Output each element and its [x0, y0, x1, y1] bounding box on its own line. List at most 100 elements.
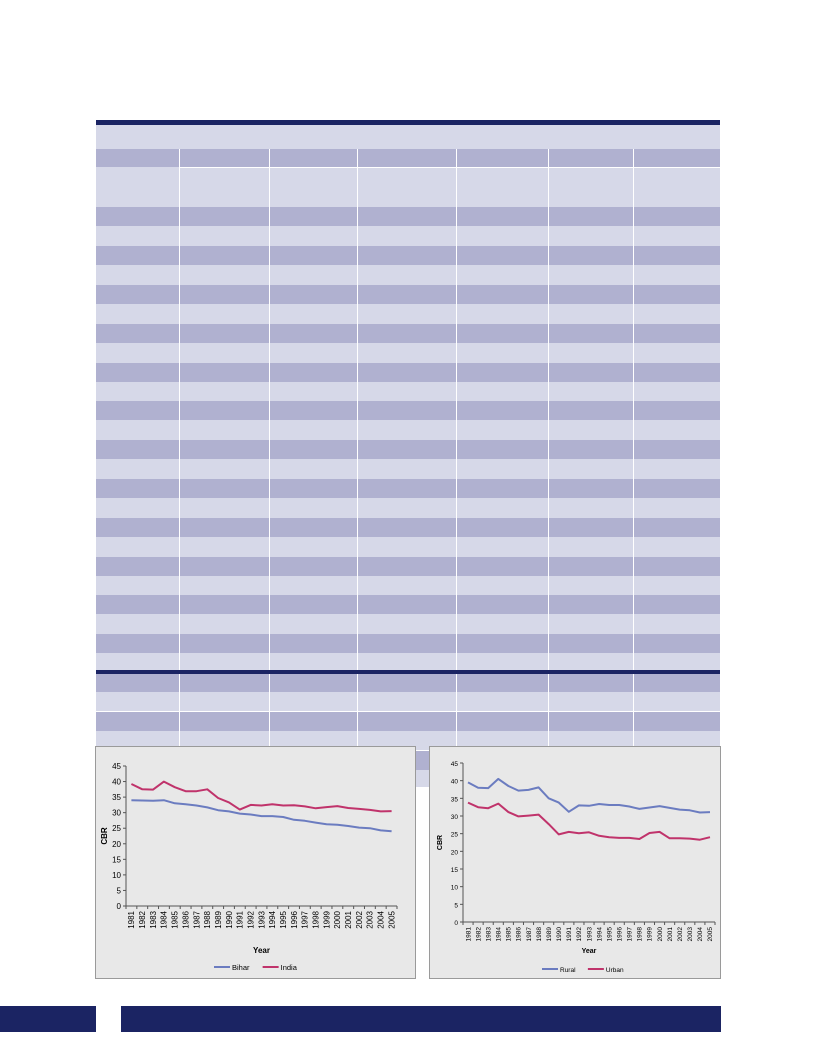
y-tick-label: 35	[451, 796, 459, 803]
table-header-sub-row	[96, 168, 720, 188]
y-tick-label: 25	[112, 824, 121, 833]
x-axis-title: Year	[253, 946, 270, 955]
table-row	[96, 653, 720, 673]
table-row	[96, 207, 720, 227]
x-tick-label: 1991	[236, 910, 245, 928]
table-row	[96, 420, 720, 440]
x-tick-label: 1994	[596, 927, 603, 942]
x-tick-label: 2004	[377, 910, 386, 928]
x-tick-label: 1995	[606, 927, 613, 942]
table-row	[96, 304, 720, 324]
chart-rural-urban: 0 5 10 15 20 25 30 35 40 45 1981 1982 1983 1984 1985 19…	[429, 746, 721, 979]
x-tick-label: 1987	[192, 910, 201, 928]
x-tick-label: 2003	[366, 910, 375, 928]
legend-label-rural: Rural	[560, 967, 576, 974]
y-tick-label: 20	[451, 849, 459, 856]
y-tick-label: 15	[451, 867, 459, 874]
x-tick-label: 2003	[687, 927, 694, 942]
table-row	[96, 498, 720, 518]
x-tick-label: 1985	[171, 910, 180, 928]
y-tick-label: 5	[117, 886, 122, 895]
x-tick-label: 2005	[707, 927, 714, 942]
x-tick-label: 1984	[160, 910, 169, 928]
x-tick-label: 1981	[127, 910, 136, 928]
x-tick-label: 1997	[301, 910, 310, 928]
x-tick-label: 1983	[485, 927, 492, 942]
table-row	[96, 343, 720, 363]
table-row	[96, 595, 720, 615]
x-tick-label: 2000	[657, 927, 664, 942]
table-row	[96, 556, 720, 576]
x-tick-label: 2000	[333, 910, 342, 928]
x-tick-label: 1999	[322, 910, 331, 928]
y-axis-title: CBR	[437, 835, 444, 850]
table-header-divider	[179, 167, 720, 168]
table-row	[96, 246, 720, 266]
table-top-rule	[96, 120, 720, 125]
x-tick-label: 2002	[677, 927, 684, 942]
x-tick-label: 1983	[149, 910, 158, 928]
x-tick-label: 1988	[203, 910, 212, 928]
x-tick-label: 1994	[268, 910, 277, 928]
x-tick-label: 1998	[637, 927, 644, 942]
x-tick-label: 1995	[279, 910, 288, 928]
series-line-bihar	[131, 799, 392, 833]
table-row	[96, 517, 720, 537]
footer-page-tab	[0, 1006, 96, 1032]
x-tick-label: 1982	[138, 910, 147, 928]
x-tick-label: 1989	[214, 910, 223, 928]
x-tick-label: 1987	[526, 927, 533, 942]
x-tick-label: 1997	[627, 927, 634, 942]
table-column-divider	[269, 149, 270, 787]
table-row	[96, 323, 720, 343]
table-row	[96, 285, 720, 304]
x-tick-label: 1981	[465, 927, 472, 942]
x-tick-label: 1984	[496, 927, 503, 942]
x-tick-label: 1998	[312, 910, 321, 928]
table-row	[96, 673, 720, 692]
x-tick-label: 2001	[667, 927, 674, 942]
table-header-group-row	[96, 149, 720, 167]
series-line-india	[130, 780, 392, 813]
y-tick-label: 10	[451, 885, 459, 892]
table-row	[96, 692, 720, 712]
y-tick-label: 40	[112, 778, 121, 787]
table-column-divider	[633, 149, 634, 787]
series-line-urban	[467, 801, 711, 841]
table-column-divider	[179, 149, 180, 787]
x-tick-label: 2004	[697, 927, 704, 942]
x-tick-label: 1985	[506, 927, 513, 942]
x-tick-label: 1992	[576, 927, 583, 942]
table-row	[96, 265, 720, 285]
x-tick-label: 1988	[536, 927, 543, 942]
x-tick-label: 1996	[290, 910, 299, 928]
x-tick-label: 2005	[387, 910, 396, 928]
table-column-divider	[357, 149, 358, 787]
y-tick-label: 30	[451, 814, 459, 821]
y-tick-label: 5	[454, 902, 458, 909]
x-tick-label: 1999	[647, 927, 654, 942]
table-row	[96, 459, 720, 479]
x-tick-label: 1989	[546, 927, 553, 942]
table-title-row	[96, 125, 720, 148]
table-row	[96, 614, 720, 634]
footer-bar	[121, 1006, 721, 1032]
x-tick-label: 1996	[617, 927, 624, 942]
y-tick-label: 0	[117, 902, 122, 911]
y-tick-label: 35	[112, 793, 121, 802]
table-row	[96, 711, 720, 731]
y-tick-label: 45	[112, 762, 121, 771]
data-table	[96, 120, 720, 787]
x-axis-title: Year	[582, 948, 597, 955]
table-row	[96, 401, 720, 421]
table-row	[96, 479, 720, 498]
x-tick-label: 2002	[355, 910, 364, 928]
y-axis-title: CBR	[100, 827, 109, 845]
y-tick-label: 45	[451, 761, 459, 768]
y-tick-label: 25	[451, 832, 459, 839]
table-row	[96, 226, 720, 246]
x-tick-label: 2001	[344, 910, 353, 928]
y-tick-label: 30	[112, 809, 121, 818]
